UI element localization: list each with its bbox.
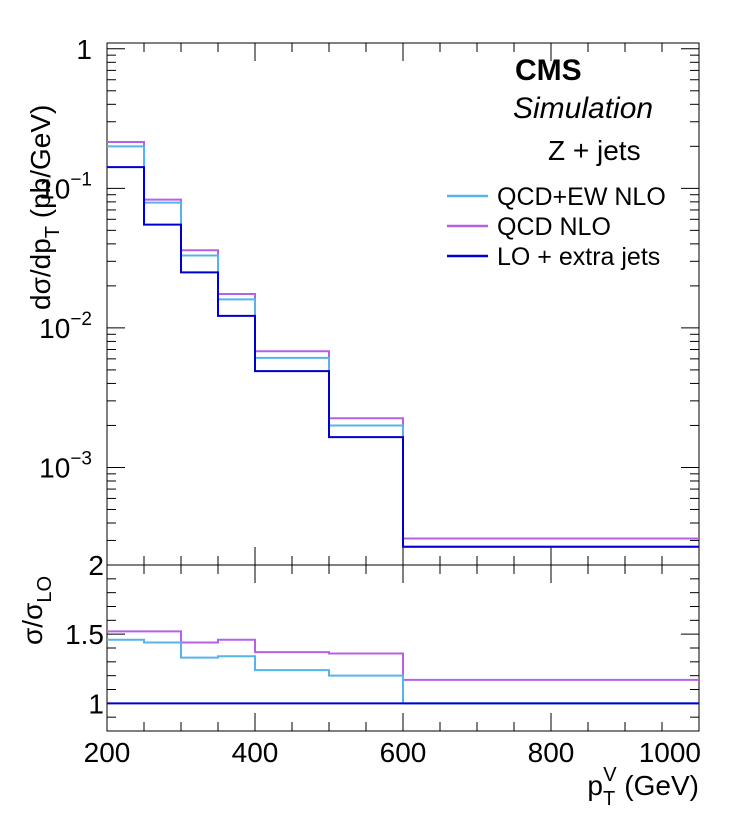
series-line-qcd-ew-nlo <box>107 145 699 548</box>
x-tick-label: 1000 <box>639 737 701 768</box>
top-y-axis-label-main: dσ/dp <box>25 238 56 310</box>
top-y-axis-label: dσ/dpT (pb/GeV) <box>25 105 64 310</box>
series-line-lo-extra-jets <box>107 166 699 548</box>
legend-label: QCD NLO <box>497 213 611 241</box>
ratio-line-qcd-nlo <box>107 630 699 681</box>
ratio-panel-frame <box>106 564 700 732</box>
top-series-group <box>107 140 699 548</box>
ratio-series-group <box>107 630 699 705</box>
ratio-y-tick-label: 2 <box>88 550 104 581</box>
top-y-tick-label: 10−2 <box>39 309 92 344</box>
ratio-y-ticks: 11.52 <box>65 550 699 732</box>
series-line-qcd-nlo <box>107 140 699 540</box>
x-tick-label: 600 <box>380 737 427 768</box>
x-tick-label: 400 <box>232 737 279 768</box>
ratio-x-ticks: 200 400 600 800 1000 <box>84 565 701 768</box>
cms-label: CMS <box>515 54 582 87</box>
x-axis-label: pTV (GeV) <box>587 764 699 810</box>
top-x-ticks <box>106 43 700 565</box>
ratio-panel: 11.52 200 400 600 800 1000 σ/σLO pTV (GeV) <box>17 550 701 810</box>
legend-label: LO + extra jets <box>497 243 660 271</box>
top-y-tick-label: 10−3 <box>39 448 92 483</box>
top-panel: 10−3 10−2 10−1 1 CMS Simulation Z + jets QC… <box>25 34 700 566</box>
process-label: Z + jets <box>548 135 641 166</box>
simulation-label: Simulation <box>513 92 653 125</box>
x-tick-label: 800 <box>528 737 575 768</box>
top-y-ticks: 10−3 10−2 10−1 1 <box>39 34 699 566</box>
ratio-line-qcd-ew-nlo <box>107 638 699 705</box>
top-y-tick-label: 1 <box>76 34 92 65</box>
top-y-tick-label: 10−1 <box>39 169 92 204</box>
top-y-axis-label-sub: T <box>42 226 64 238</box>
x-tick-label: 200 <box>84 737 131 768</box>
ratio-y-tick-label: 1 <box>88 688 104 719</box>
legend-label: QCD+EW NLO <box>497 183 666 211</box>
ratio-y-tick-label: 1.5 <box>65 619 104 650</box>
ratio-y-axis-label: σ/σLO <box>17 576 56 645</box>
